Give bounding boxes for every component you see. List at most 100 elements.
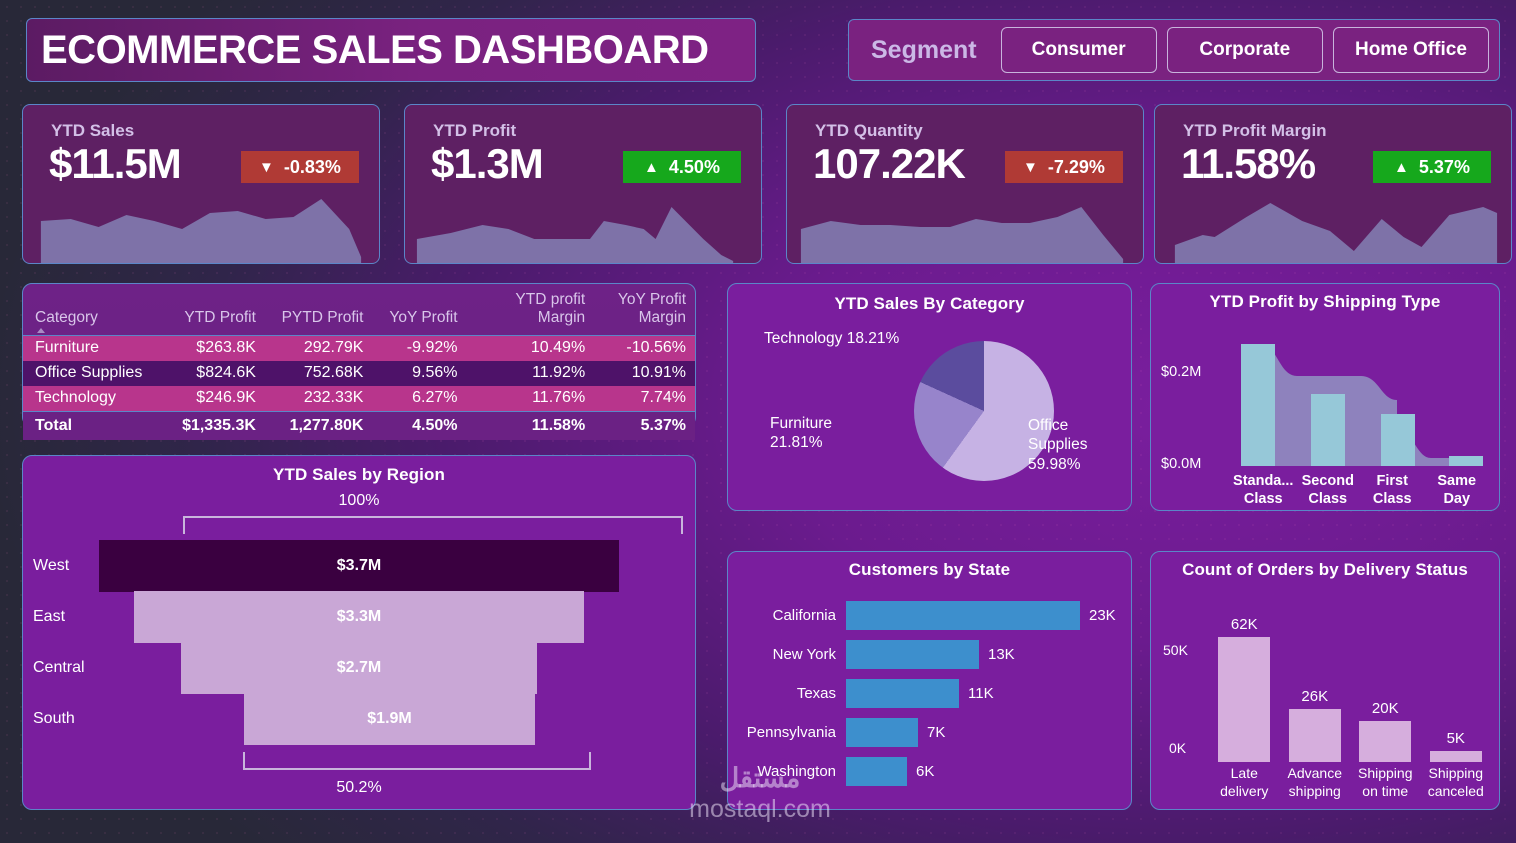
cell-ytd-profit-margin: 11.92% — [466, 361, 595, 386]
cell-category: Furniture — [23, 335, 165, 361]
shipping-funnel-plot[interactable] — [1231, 336, 1489, 468]
bar-value-label: 62K — [1230, 616, 1258, 633]
kpi-value: 107.22K — [813, 140, 966, 187]
kpi-delta-value: 5.37% — [1418, 156, 1470, 177]
table-row[interactable]: Office Supplies $824.6K 752.68K 9.56% 11… — [23, 361, 695, 386]
x-label-shipping-canceled: Shipping canceled — [1427, 765, 1484, 800]
profit-table: Category YTD Profit PYTD Profit YoY Prof… — [23, 284, 695, 440]
kpi-label: YTD Profit — [433, 121, 517, 140]
delivery-column-shipping-canceled[interactable]: 5K — [1421, 596, 1492, 762]
chart-customers-by-state[interactable]: Customers by State California 23K New Yo… — [727, 551, 1132, 810]
funnel-top-percent: 100% — [338, 492, 380, 509]
kpi-delta-badge: ▼ -0.83% — [241, 151, 359, 183]
state-row-new-york[interactable]: New York 13K — [728, 635, 1131, 674]
funnel-row-east[interactable]: East $3.3M — [23, 591, 695, 643]
funnel-bar-east[interactable]: $3.3M — [134, 591, 584, 643]
column-header-pytd-profit[interactable]: PYTD Profit — [281, 309, 364, 326]
kpi-card-ytd-quantity[interactable]: YTD Quantity 107.22K ▼ -7.29% — [786, 104, 1144, 264]
delivery-column-shipping-on-time[interactable]: 20K — [1350, 596, 1421, 762]
kpi-label: YTD Profit Margin — [1183, 121, 1327, 140]
state-label: California — [772, 607, 836, 624]
kpi-card-ytd-profit-margin[interactable]: YTD Profit Margin 11.58% ▲ 5.37% — [1154, 104, 1512, 264]
funnel-bar-west[interactable]: $3.7M — [99, 540, 619, 592]
state-row-texas[interactable]: Texas 11K — [728, 674, 1131, 713]
funnel-bar-central[interactable]: $2.7M — [181, 642, 537, 694]
column-header-ytd-profit[interactable]: YTD Profit — [184, 309, 256, 326]
kpi-label: YTD Quantity — [815, 121, 923, 140]
chart-ytd-sales-by-region[interactable]: YTD Sales by Region 100% West $3.7M East… — [22, 455, 696, 810]
bar[interactable] — [1359, 721, 1412, 762]
column-header-yoy-profit-margin[interactable]: YoY Profit Margin — [617, 291, 686, 326]
funnel-row-south[interactable]: South $1.9M — [23, 693, 695, 745]
state-bar[interactable] — [846, 757, 907, 786]
cell-total-label: Total — [23, 411, 165, 440]
cell-category: Technology — [23, 386, 165, 412]
state-label: Washington — [757, 763, 836, 780]
funnel-label-west: West — [33, 557, 70, 574]
bar[interactable] — [1288, 709, 1341, 762]
state-row-california[interactable]: California 23K — [728, 596, 1131, 635]
delivery-column-late-delivery[interactable]: 62K — [1209, 596, 1280, 762]
segment-option-home-office[interactable]: Home Office — [1332, 27, 1490, 73]
state-bar[interactable] — [846, 640, 979, 669]
cell-ytd-profit-margin: 11.76% — [466, 386, 595, 412]
column-header-ytd-profit-margin[interactable]: YTD profit Margin — [515, 291, 586, 326]
pie-label-technology: Technology 18.21% — [764, 330, 900, 347]
y-axis-tick-0k: 0K — [1169, 740, 1187, 756]
cell-pytd-profit: 292.79K — [264, 335, 373, 361]
funnel-row-west[interactable]: West $3.7M — [23, 540, 695, 592]
cell-yoy-profit-margin: 10.91% — [594, 361, 695, 386]
column-header-category[interactable]: Category — [23, 284, 164, 336]
bar[interactable] — [1218, 637, 1271, 762]
cell-ytd-profit: $246.9K — [164, 386, 265, 412]
bar-value-label: 5K — [1446, 730, 1465, 747]
state-row-pennsylvania[interactable]: Pennsylvania 7K — [728, 713, 1131, 752]
chart-count-of-orders-by-delivery-status[interactable]: Count of Orders by Delivery Status 50K 0… — [1150, 551, 1500, 810]
delivery-column-advance-shipping[interactable]: 26K — [1280, 596, 1351, 762]
x-label-first-class: First Class — [1372, 473, 1412, 508]
category-profit-table[interactable]: Category YTD Profit PYTD Profit YoY Prof… — [22, 283, 696, 440]
table-row[interactable]: Furniture $263.8K 292.79K -9.92% 10.49% … — [23, 335, 695, 361]
table-row[interactable]: Technology $246.9K 232.33K 6.27% 11.76% … — [23, 386, 695, 412]
segment-option-corporate[interactable]: Corporate — [1166, 27, 1323, 73]
state-label: Pennsylvania — [746, 724, 836, 741]
arrow-down-icon: ▼ — [259, 158, 274, 176]
state-bar[interactable] — [846, 679, 959, 708]
chart-title: Count of Orders by Delivery Status — [1182, 560, 1468, 579]
kpi-card-ytd-profit[interactable]: YTD Profit $1.3M ▲ 4.50% — [404, 104, 762, 264]
cell-total-ytd-profit-margin: 11.58% — [466, 411, 595, 440]
chart-title: YTD Sales by Region — [273, 465, 445, 484]
kpi-card-ytd-sales[interactable]: YTD Sales $11.5M ▼ -0.83% — [22, 104, 380, 264]
funnel-bar-south[interactable]: $1.9M — [244, 693, 535, 745]
chart-title: YTD Sales By Category — [834, 294, 1025, 313]
kpi-delta-value: -7.29% — [1047, 156, 1105, 177]
kpi-label: YTD Sales — [51, 121, 135, 140]
state-bar[interactable] — [846, 601, 1080, 630]
column-header-yoy-profit[interactable]: YoY Profit — [389, 309, 458, 326]
chart-ytd-profit-by-shipping-type[interactable]: YTD Profit by Shipping Type $0.2M $0.0M … — [1150, 283, 1500, 511]
delivery-status-plot: 62K 26K 20K 5K — [1209, 596, 1491, 762]
funnel-row-central[interactable]: Central $2.7M — [23, 642, 695, 694]
state-row-washington[interactable]: Washington 6K — [728, 752, 1131, 791]
state-label: New York — [772, 646, 836, 663]
funnel-label-east: East — [33, 608, 66, 625]
x-label-same-day: Same Day — [1437, 473, 1477, 508]
table-total-row: Total $1,335.3K 1,277.80K 4.50% 11.58% 5… — [23, 411, 695, 440]
cell-yoy-profit-margin: 7.74% — [594, 386, 695, 412]
cell-yoy-profit: -9.92% — [372, 335, 467, 361]
segment-slicer[interactable]: Segment Consumer Corporate Home Office — [848, 19, 1500, 81]
cell-ytd-profit-margin: 10.49% — [466, 335, 595, 361]
x-label-second-class: Second Class — [1301, 473, 1354, 508]
kpi-delta-badge: ▼ -7.29% — [1005, 151, 1123, 183]
segment-option-consumer[interactable]: Consumer — [1000, 27, 1157, 73]
pie-slices[interactable] — [914, 341, 1054, 481]
bar[interactable] — [1429, 751, 1482, 762]
state-bar[interactable] — [846, 718, 918, 747]
chart-ytd-sales-by-category[interactable]: YTD Sales By Category Technology 18.21% … — [727, 283, 1132, 511]
arrow-down-icon: ▼ — [1023, 158, 1038, 176]
pie-label-furniture: Furniture 21.81% — [770, 414, 832, 453]
x-label-shipping-on-time: Shipping on time — [1358, 765, 1413, 800]
funnel-bottom-percent: 50.2% — [336, 779, 382, 796]
cell-yoy-profit: 6.27% — [372, 386, 467, 412]
